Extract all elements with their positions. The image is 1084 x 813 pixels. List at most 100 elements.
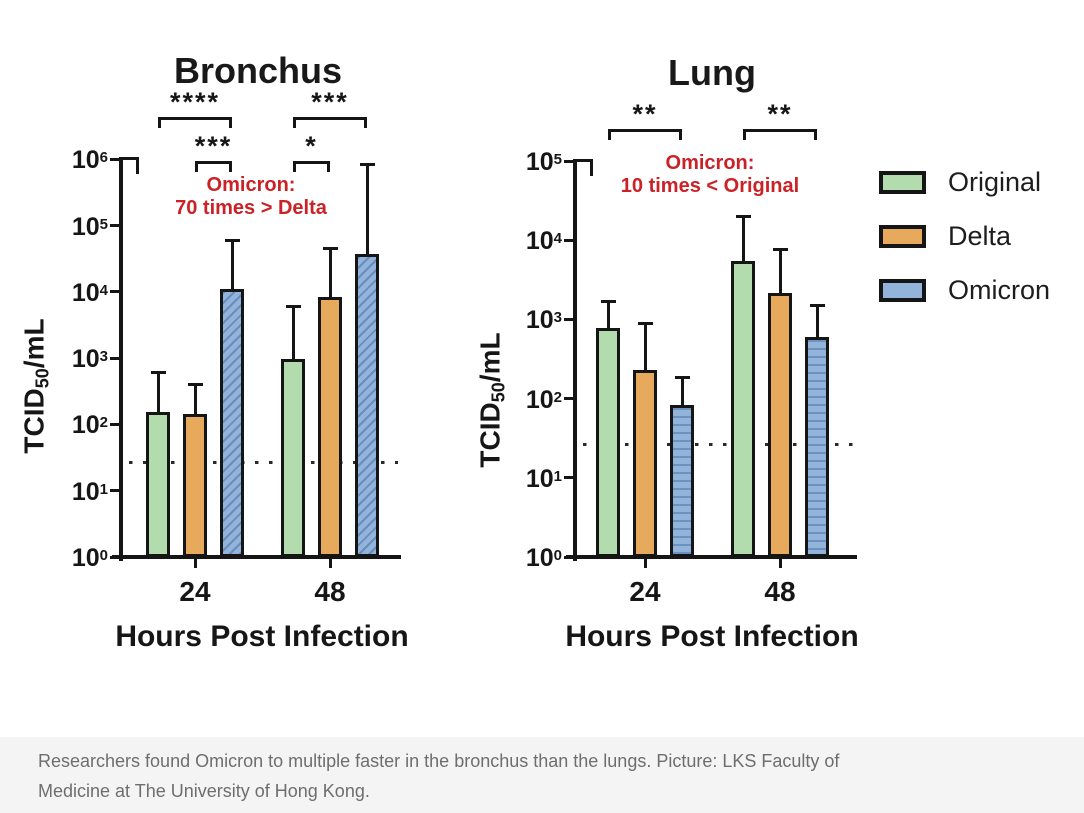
lung-y-tick-1e1 bbox=[564, 476, 573, 480]
bronchus-y-axis bbox=[119, 157, 123, 561]
bronchus-bar-omicron-48h bbox=[355, 253, 379, 557]
lung-x-tick-label-24: 24 bbox=[629, 576, 661, 607]
caption-line-2: Medicine at The University of Hong Kong. bbox=[38, 781, 370, 801]
bronchus-y-tick-1e1 bbox=[110, 489, 119, 493]
bronchus-bar-original-24h-errorcap bbox=[150, 370, 166, 374]
lung-y-tick-1e0 bbox=[564, 555, 573, 559]
bronchus-y-tick-label-1e0: 100 bbox=[71, 544, 108, 572]
legend: Original Delta Omicron bbox=[879, 167, 1050, 305]
bronchus-y-tick-label-1e6: 106 bbox=[71, 146, 108, 175]
lung-x-axis bbox=[566, 555, 857, 559]
lung-y-tick-1e5 bbox=[564, 159, 573, 163]
lung-sig-bracket-1 bbox=[743, 129, 817, 140]
lung-y-tick-label-1e2: 102 bbox=[525, 385, 562, 414]
bronchus-bar-delta-48h-errorbar bbox=[328, 248, 332, 303]
bronchus-sig-bracket-0 bbox=[158, 117, 232, 128]
bronchus-title: Bronchus bbox=[173, 50, 343, 91]
lung-bar-original-24h-errorcap bbox=[600, 300, 616, 304]
lung-y-axis bbox=[573, 159, 577, 561]
bronchus-x-tick-24 bbox=[193, 559, 197, 568]
lung-xaxis-label: Hours Post Infection bbox=[565, 620, 859, 653]
bronchus-x-tick-label-24: 24 bbox=[179, 576, 211, 607]
bronchus-bar-original-48h-errorcap bbox=[285, 304, 301, 308]
bronchus-yaxis-label: TCID50/mL bbox=[18, 318, 53, 454]
lung-sig-bracket-0 bbox=[608, 129, 682, 140]
legend-swatch-original bbox=[879, 170, 926, 194]
bronchus-y-axis-hook-v bbox=[136, 157, 139, 175]
lung-annotation: Omicron: 10 times < Original bbox=[620, 152, 800, 197]
bronchus-bar-omicron-48h-errorcap bbox=[359, 162, 375, 166]
bronchus-y-tick-1e6 bbox=[110, 157, 119, 161]
lung-y-tick-1e2 bbox=[564, 397, 573, 401]
lung-x-tick-24 bbox=[643, 559, 647, 568]
lung-y-tick-label-1e4: 104 bbox=[525, 227, 562, 256]
bronchus-annotation: Omicron: 70 times > Delta bbox=[175, 174, 327, 219]
bronchus-bar-original-48h bbox=[281, 358, 305, 557]
lung-y-tick-label-1e5: 105 bbox=[525, 148, 562, 176]
legend-swatch-delta bbox=[879, 224, 926, 248]
legend-swatch-omicron bbox=[879, 278, 926, 302]
lung-bar-original-48h bbox=[731, 261, 755, 557]
lung-bar-original-48h-errorbar bbox=[741, 216, 745, 267]
lung-x-tick-48 bbox=[778, 559, 782, 568]
lung-detection-limit-line bbox=[583, 442, 853, 446]
bronchus-y-tick-1e3 bbox=[110, 356, 119, 360]
lung-bar-delta-24h-errorbar bbox=[643, 323, 647, 376]
caption-text: Researchers found Omicron to multiple fa… bbox=[38, 746, 1058, 806]
lung-bar-omicron-48h-errorbar bbox=[815, 305, 819, 343]
lung-bar-original-24h bbox=[596, 328, 620, 557]
lung-bar-omicron-24h bbox=[670, 405, 694, 557]
bronchus-sig-bracket-2 bbox=[293, 117, 367, 128]
bronchus-y-tick-1e4 bbox=[110, 290, 119, 294]
lung-bar-delta-48h-errorbar bbox=[778, 248, 782, 298]
lung-bar-original-48h-errorcap bbox=[735, 215, 751, 219]
lung-bar-delta-24h bbox=[633, 370, 657, 557]
lung-sig-stars-1: ** bbox=[767, 99, 793, 129]
bronchus-bar-delta-48h bbox=[318, 297, 342, 557]
bronchus-sig-bracket-3 bbox=[293, 161, 330, 172]
lung-yaxis-label: TCID50/mL bbox=[474, 332, 509, 468]
lung-bar-omicron-48h bbox=[805, 337, 829, 557]
bronchus-bar-omicron-24h bbox=[220, 289, 244, 557]
legend-label-original: Original bbox=[948, 167, 1042, 197]
legend-label-omicron: Omicron bbox=[948, 275, 1051, 305]
lung-bar-omicron-24h-errorbar bbox=[680, 376, 684, 411]
bronchus-sig-stars-3: * bbox=[305, 131, 318, 161]
bronchus-y-tick-label-1e4: 104 bbox=[71, 278, 108, 307]
bronchus-sig-stars-1: *** bbox=[194, 131, 233, 161]
bronchus-bar-original-24h-errorbar bbox=[156, 371, 160, 417]
bronchus-bar-omicron-48h-errorbar bbox=[365, 163, 369, 259]
lung-y-tick-label-1e0: 100 bbox=[525, 544, 562, 572]
bronchus-x-tick-label-48: 48 bbox=[314, 576, 346, 607]
bronchus-bar-original-48h-errorbar bbox=[291, 305, 295, 364]
bronchus-bar-delta-24h bbox=[183, 413, 207, 557]
lung-y-tick-label-1e1: 101 bbox=[525, 464, 562, 493]
lung-title: Lung bbox=[668, 52, 756, 93]
bronchus-bar-delta-48h-errorcap bbox=[322, 247, 338, 251]
bronchus-detection-limit-line bbox=[129, 461, 398, 465]
lung-bar-omicron-24h-errorcap bbox=[674, 375, 690, 379]
bronchus-y-tick-label-1e5: 105 bbox=[71, 212, 108, 241]
bronchus-bar-original-24h bbox=[146, 411, 170, 557]
bronchus-bar-delta-24h-errorbar bbox=[193, 384, 197, 419]
lung-bar-delta-48h-errorcap bbox=[772, 247, 788, 251]
caption-bar: Researchers found Omicron to multiple fa… bbox=[0, 737, 1084, 813]
lung-y-tick-1e4 bbox=[564, 238, 573, 242]
bronchus-sig-stars-2: *** bbox=[311, 87, 349, 117]
lung-bar-original-24h-errorbar bbox=[606, 301, 610, 334]
caption-line-1: Researchers found Omicron to multiple fa… bbox=[38, 751, 840, 771]
legend-item-omicron: Omicron bbox=[879, 275, 1050, 305]
lung-y-axis-hook-v bbox=[590, 159, 593, 176]
lung-bar-omicron-48h-errorcap bbox=[809, 304, 825, 308]
legend-item-delta: Delta bbox=[879, 221, 1050, 251]
lung-y-tick-label-1e3: 103 bbox=[525, 306, 562, 335]
bronchus-y-tick-1e2 bbox=[110, 422, 119, 426]
bronchus-xaxis-label: Hours Post Infection bbox=[115, 620, 409, 653]
bronchus-x-axis bbox=[112, 555, 401, 559]
bronchus-y-tick-label-1e2: 102 bbox=[71, 411, 108, 440]
bronchus-bar-omicron-24h-errorcap bbox=[224, 239, 240, 243]
bronchus-y-tick-label-1e3: 103 bbox=[71, 345, 108, 374]
bronchus-y-tick-1e5 bbox=[110, 224, 119, 227]
